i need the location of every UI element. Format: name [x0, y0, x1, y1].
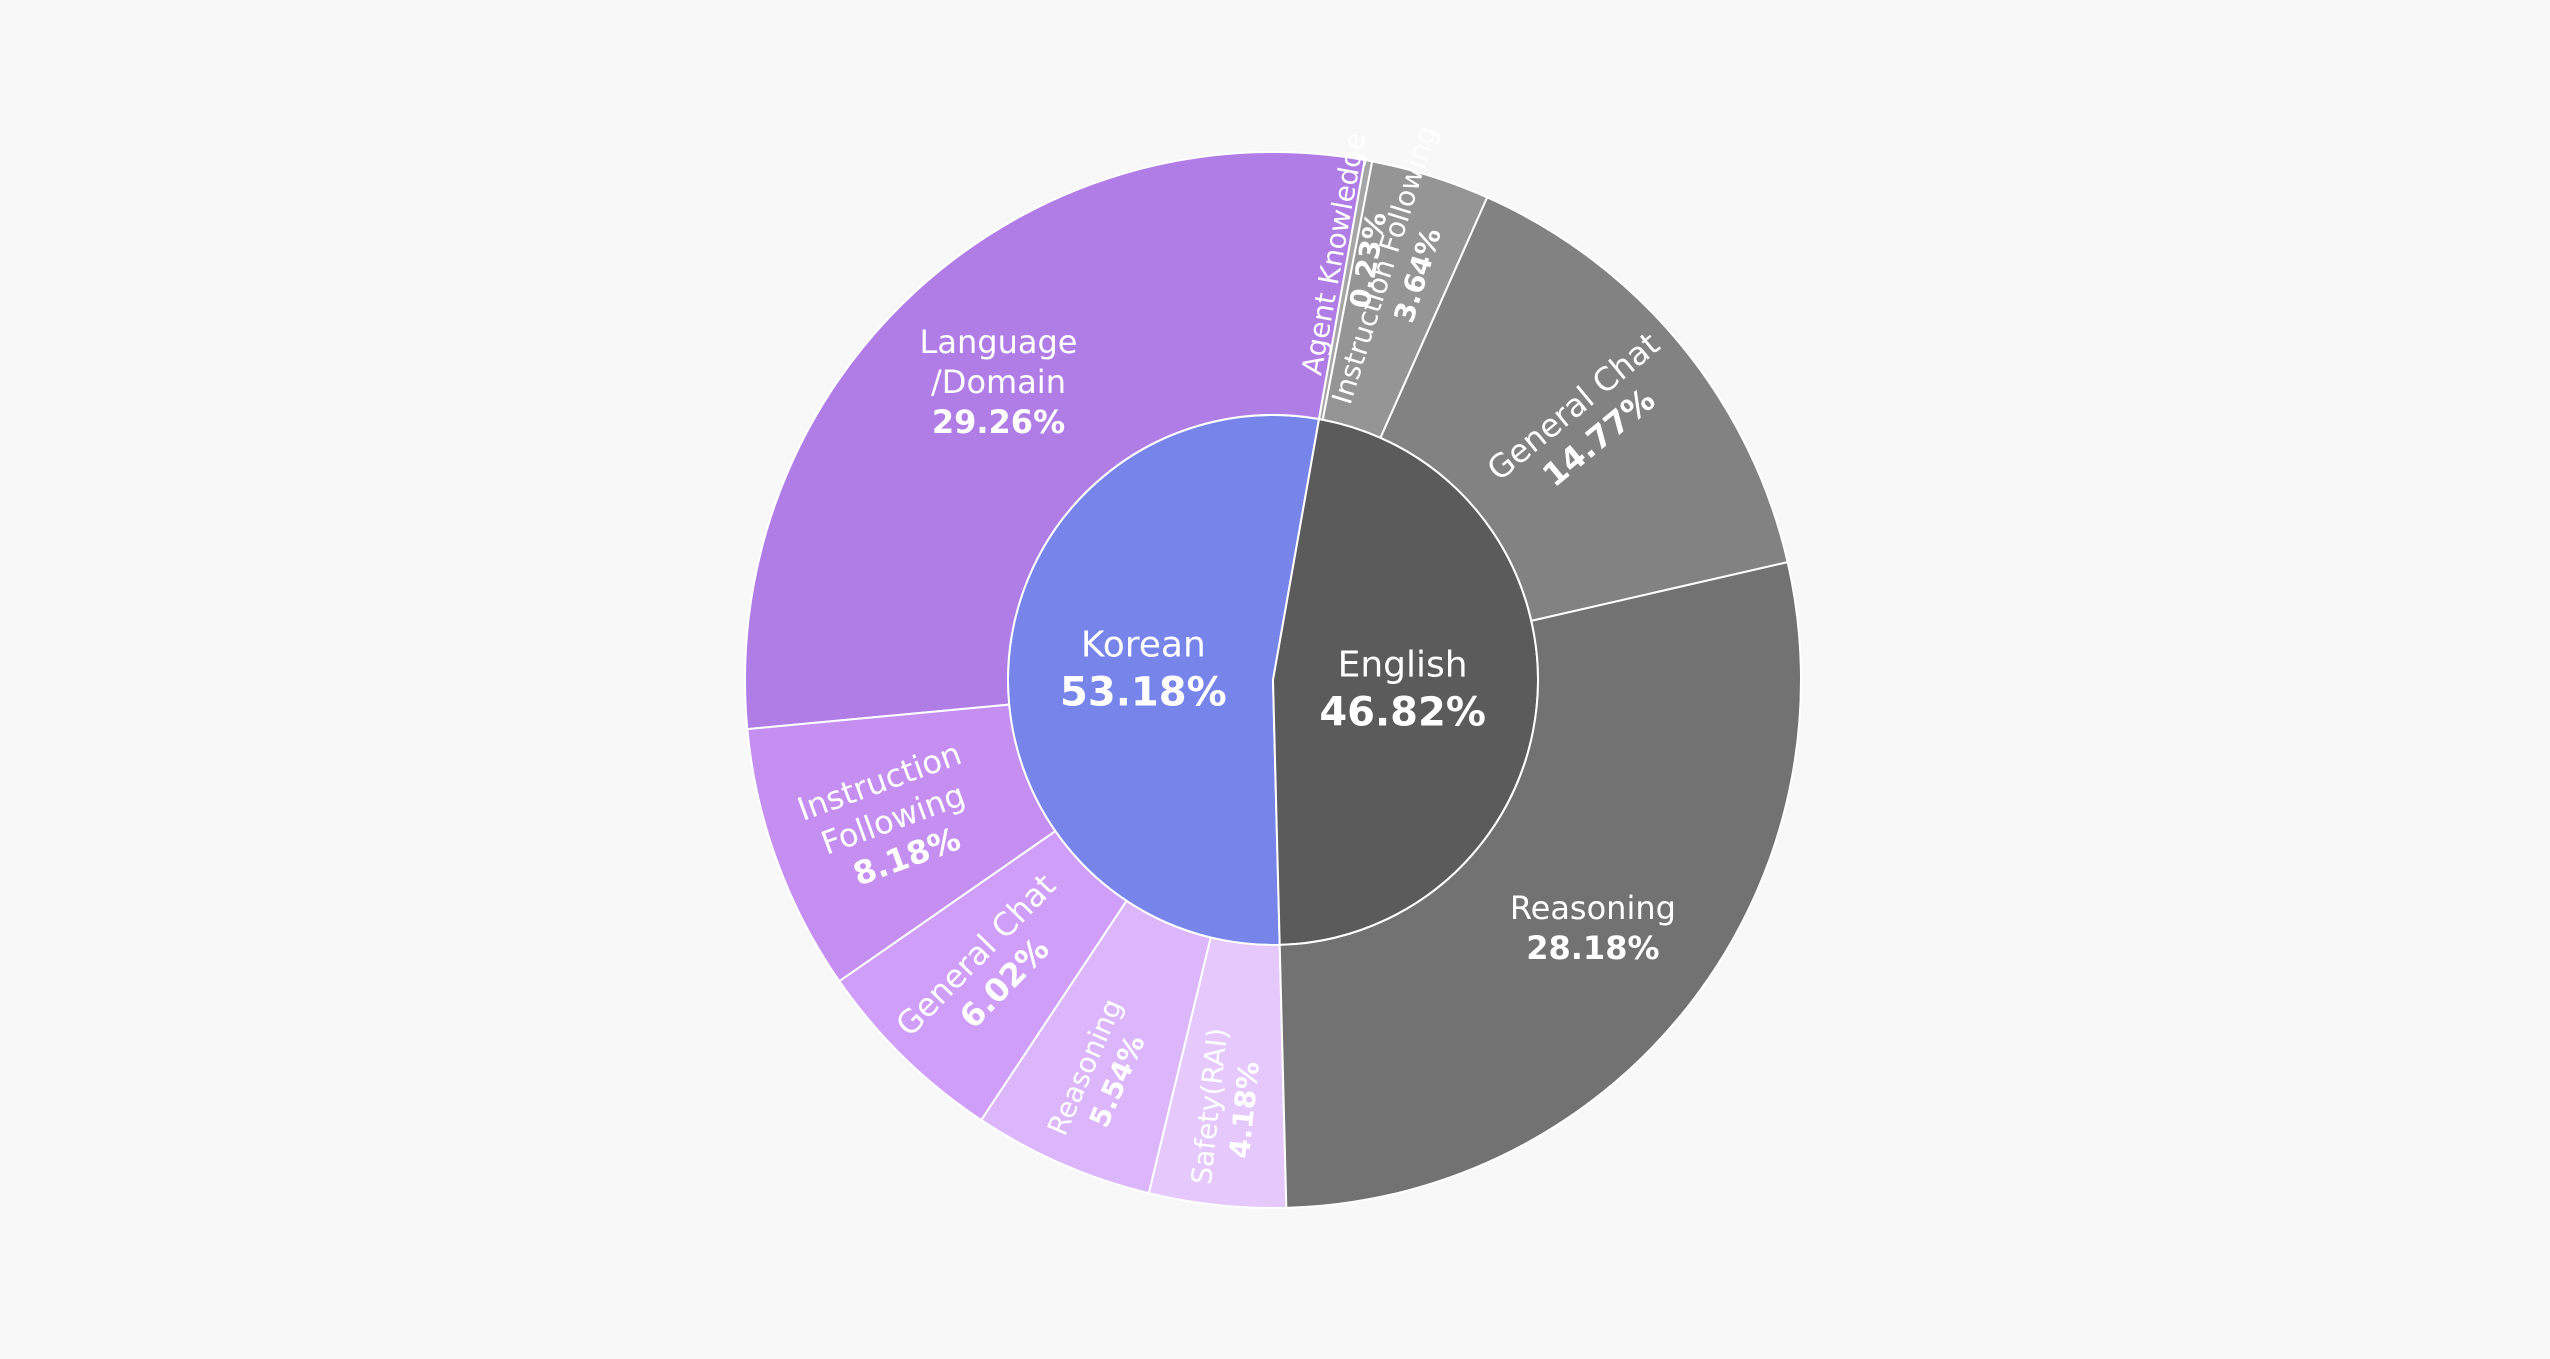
outer-slice	[744, 151, 1366, 731]
outer-slice	[979, 899, 1212, 1195]
slice-name: Korean	[1080, 624, 1206, 666]
outer-slice	[1379, 196, 1789, 623]
slice-value: 46.82%	[1319, 689, 1486, 736]
slice-name: English	[1337, 644, 1468, 686]
slice-label: English 46.82%	[1319, 642, 1486, 737]
slice-name: Reasoning	[1509, 889, 1676, 928]
slice-name: Language /Domain	[919, 323, 1078, 402]
slice-value: 53.18%	[1060, 669, 1227, 716]
outer-slice	[837, 829, 1128, 1122]
slice-value: 28.18%	[1526, 929, 1660, 968]
slice-label: Reasoning 28.18%	[1510, 888, 1676, 968]
slice-label: Korean 53.18%	[1060, 623, 1227, 718]
outer-slice	[1147, 936, 1288, 1209]
slice-label: Language /Domain 29.26%	[920, 322, 1078, 442]
outer-slice	[1278, 560, 1802, 1209]
slice-value: 29.26%	[931, 403, 1066, 442]
outer-slice	[746, 703, 1057, 983]
